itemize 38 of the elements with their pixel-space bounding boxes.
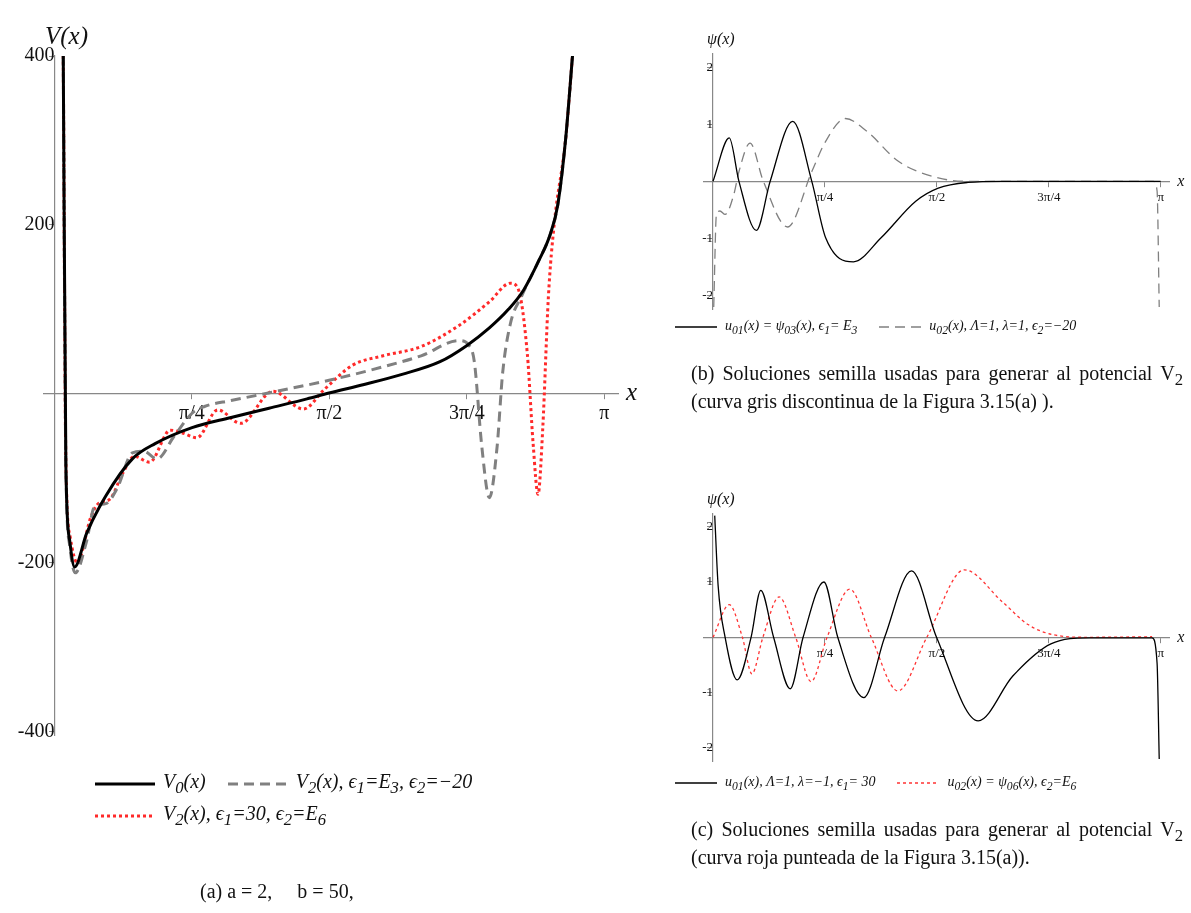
y-tick-label: 1 <box>706 115 714 131</box>
y-tick-label: -1 <box>702 229 714 245</box>
legend-label: V$_{0}$(x) <box>163 770 206 798</box>
text: (c) Soluciones semilla usadas para generar al potencial V$_{2}$ (curva roja punteada de la Figura 3.15(a)). <box>691 818 1183 868</box>
y-tick-label: 1 <box>706 573 714 589</box>
y-tick-label: -2 <box>702 739 714 755</box>
legend-label: u$_{01}$(x) = ψ$_{03}$(x), ϵ$_{1}$= E$_{3}$ <box>725 318 858 337</box>
y-axis-title: ψ(x) <box>706 29 735 48</box>
x-axis-title: x <box>1176 171 1185 189</box>
y-tick-label: -200 <box>17 549 55 572</box>
legend-label: u$_{02}$(x), Λ=1, λ=1, ϵ$_{2}$=−20 <box>929 318 1077 337</box>
y-tick-label: -2 <box>702 286 714 302</box>
y-tick-label: 2 <box>706 58 714 74</box>
x-tick-label: 3π/4 <box>449 401 485 424</box>
line-series <box>712 569 1153 692</box>
x-tick-label: π/4 <box>816 644 834 660</box>
text: (b) Soluciones semilla usadas para generar al potencial V$_{2}$ (curva gris discontinua de la Figura 3.15(a) ). <box>691 362 1183 412</box>
x-tick-label: 3π/4 <box>1037 188 1061 204</box>
y-axis-title: ψ(x) <box>706 489 735 508</box>
x-tick-label: 3π/4 <box>1037 644 1061 660</box>
legend-label: u$_{02}$(x) = ψ$_{06}$(x), ϵ$_{2}$=E$_{6}$ <box>947 774 1077 793</box>
legend-label: u$_{01}$(x), Λ=1, λ=−1, ϵ$_{1}$= 30 <box>725 774 876 793</box>
x-axis-title: x <box>1176 627 1185 645</box>
y-tick-label: 2 <box>706 518 714 534</box>
x-tick-label: π/4 <box>816 188 834 204</box>
x-tick-label: π <box>1157 644 1165 660</box>
y-tick-label: -1 <box>702 684 714 700</box>
x-tick-label: π <box>599 401 610 424</box>
x-tick-label: π/2 <box>316 401 343 424</box>
y-tick-label: 200 <box>24 212 55 235</box>
y-tick-label: -400 <box>17 718 55 741</box>
legend-label: V$_{2}$(x), ϵ$_{1}$=30, ϵ$_{2}$=E$_{6}$ <box>163 802 327 830</box>
text: (a) a = 2, b = 50, <box>200 880 355 903</box>
x-tick-label: π <box>1157 188 1165 204</box>
text: V$_{2}$(x), ϵ$_{1}$=E$_{3}$, ϵ$_{2}$=−20 <box>295 770 473 797</box>
x-axis-title: x <box>625 378 638 406</box>
x-tick-label: π/2 <box>928 188 946 204</box>
line-series <box>712 120 1162 263</box>
